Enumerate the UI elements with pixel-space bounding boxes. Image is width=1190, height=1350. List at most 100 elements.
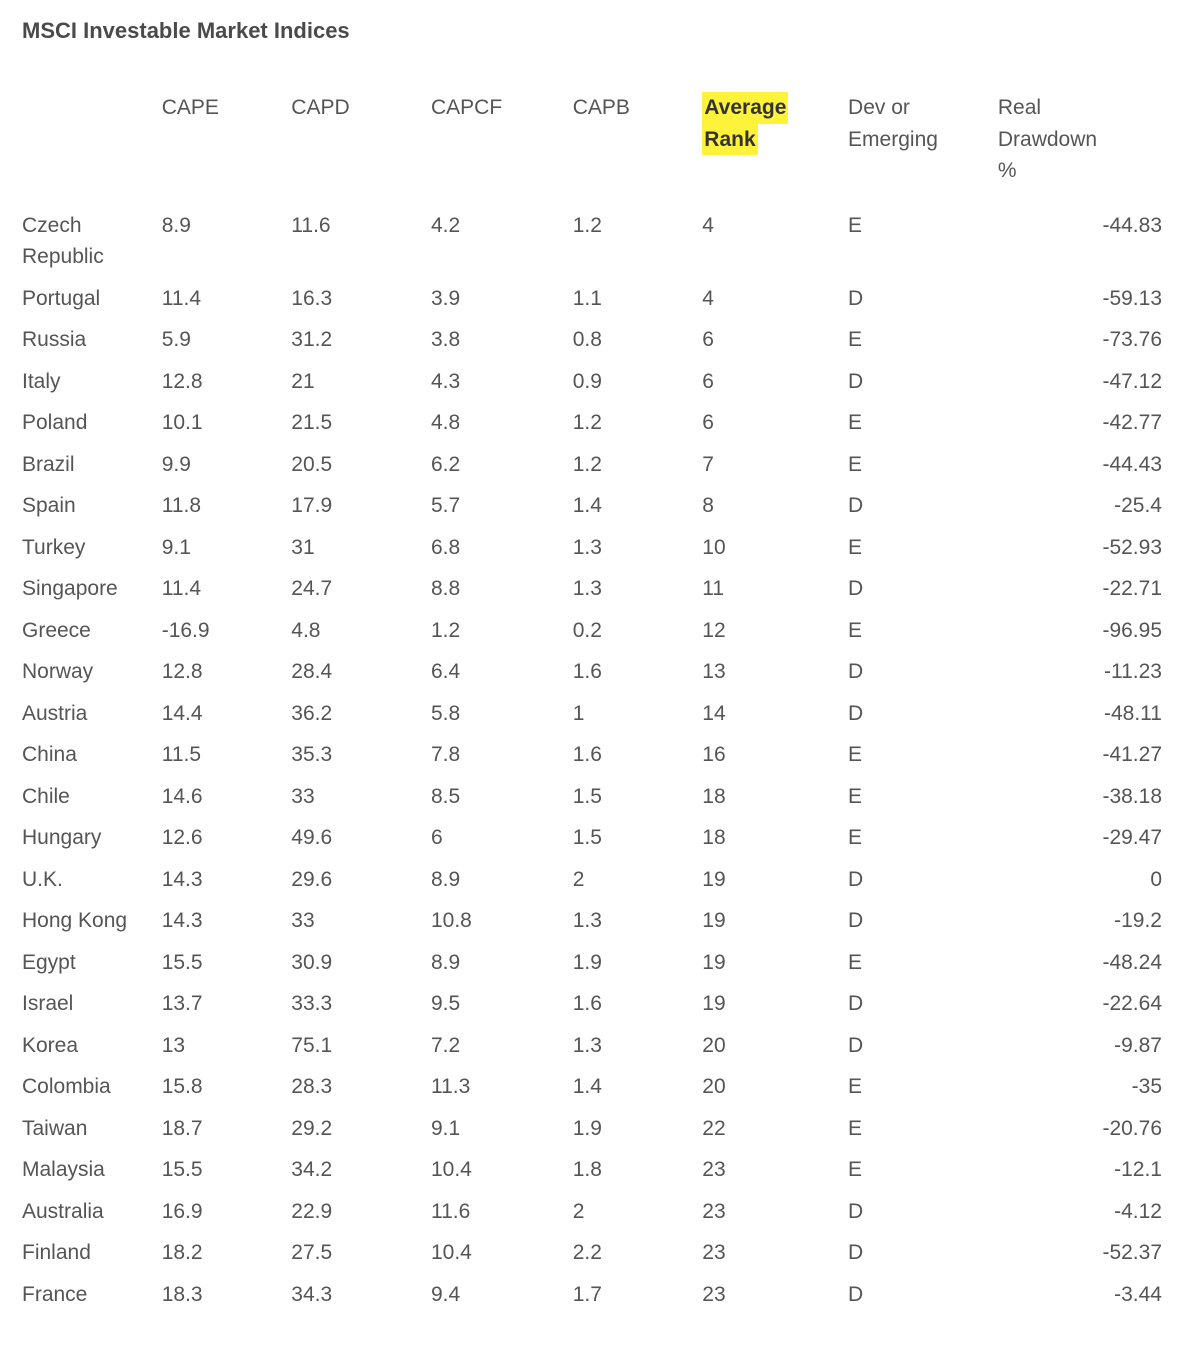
cell-drawdown: -22.64 xyxy=(998,983,1168,1025)
cell-capd: 33 xyxy=(291,900,431,942)
cell-dev-em: E xyxy=(848,444,998,486)
cell-avg-rank: 14 xyxy=(702,693,848,735)
cell-drawdown: -11.23 xyxy=(998,651,1168,693)
cell-cape: 14.4 xyxy=(162,693,292,735)
cell-cape: 11.8 xyxy=(162,485,292,527)
cell-capcf: 5.7 xyxy=(431,485,573,527)
cell-drawdown: -25.4 xyxy=(998,485,1168,527)
cell-cape: 18.3 xyxy=(162,1274,292,1316)
cell-avg-rank: 19 xyxy=(702,942,848,984)
cell-drawdown: -73.76 xyxy=(998,319,1168,361)
cell-drawdown: -47.12 xyxy=(998,361,1168,403)
cell-country: Spain xyxy=(22,485,162,527)
cell-avg-rank: 19 xyxy=(702,983,848,1025)
cell-avg-rank: 23 xyxy=(702,1191,848,1233)
cell-capb: 2 xyxy=(573,859,703,901)
cell-cape: 18.7 xyxy=(162,1108,292,1150)
cell-capd: 35.3 xyxy=(291,734,431,776)
cell-capb: 2.2 xyxy=(573,1232,703,1274)
cell-capd: 33.3 xyxy=(291,983,431,1025)
table-row: France18.334.39.41.723D-3.44 xyxy=(22,1274,1168,1316)
cell-cape: 16.9 xyxy=(162,1191,292,1233)
cell-country: Singapore xyxy=(22,568,162,610)
table-row: Russia5.931.23.80.86E-73.76 xyxy=(22,319,1168,361)
cell-dev-em: D xyxy=(848,485,998,527)
cell-capcf: 4.2 xyxy=(431,205,573,278)
cell-capd: 16.3 xyxy=(291,278,431,320)
cell-drawdown: -44.43 xyxy=(998,444,1168,486)
cell-dev-em: E xyxy=(848,1066,998,1108)
cell-capd: 28.4 xyxy=(291,651,431,693)
cell-country: Portugal xyxy=(22,278,162,320)
cell-avg-rank: 12 xyxy=(702,610,848,652)
cell-capd: 24.7 xyxy=(291,568,431,610)
table-row: Poland10.121.54.81.26E-42.77 xyxy=(22,402,1168,444)
cell-avg-rank: 13 xyxy=(702,651,848,693)
cell-cape: 9.9 xyxy=(162,444,292,486)
table-row: Finland18.227.510.42.223D-52.37 xyxy=(22,1232,1168,1274)
draw-line2: Drawdown xyxy=(998,128,1097,151)
cell-country: Malaysia xyxy=(22,1149,162,1191)
cell-capb: 1.3 xyxy=(573,568,703,610)
cell-drawdown: -12.1 xyxy=(998,1149,1168,1191)
cell-cape: 8.9 xyxy=(162,205,292,278)
cell-capb: 1.2 xyxy=(573,444,703,486)
table-row: Italy12.8214.30.96D-47.12 xyxy=(22,361,1168,403)
cell-drawdown: -29.47 xyxy=(998,817,1168,859)
cell-capcf: 8.9 xyxy=(431,942,573,984)
cell-dev-em: D xyxy=(848,859,998,901)
cell-drawdown: -19.2 xyxy=(998,900,1168,942)
cell-capb: 0.8 xyxy=(573,319,703,361)
cell-capb: 1.3 xyxy=(573,1025,703,1067)
cell-avg-rank: 22 xyxy=(702,1108,848,1150)
draw-line3: % xyxy=(998,159,1017,182)
cell-capd: 28.3 xyxy=(291,1066,431,1108)
cell-capd: 11.6 xyxy=(291,205,431,278)
cell-capcf: 7.2 xyxy=(431,1025,573,1067)
cell-dev-em: E xyxy=(848,734,998,776)
cell-capd: 33 xyxy=(291,776,431,818)
indices-table: CAPE CAPD CAPCF CAPB Average Rank Dev or… xyxy=(22,92,1168,1315)
cell-dev-em: D xyxy=(848,278,998,320)
dev-line1: Dev or xyxy=(848,96,910,119)
cell-capb: 1.9 xyxy=(573,942,703,984)
cell-country: Italy xyxy=(22,361,162,403)
cell-capd: 29.2 xyxy=(291,1108,431,1150)
cell-capb: 1.3 xyxy=(573,527,703,569)
cell-capb: 1.8 xyxy=(573,1149,703,1191)
cell-dev-em: D xyxy=(848,900,998,942)
table-row: Austria14.436.25.8114D-48.11 xyxy=(22,693,1168,735)
cell-capb: 1.7 xyxy=(573,1274,703,1316)
table-row: Turkey9.1316.81.310E-52.93 xyxy=(22,527,1168,569)
cell-capb: 1.4 xyxy=(573,485,703,527)
cell-drawdown: 0 xyxy=(998,859,1168,901)
cell-country: Hong Kong xyxy=(22,900,162,942)
cell-capb: 2 xyxy=(573,1191,703,1233)
cell-country: Norway xyxy=(22,651,162,693)
cell-capb: 1.6 xyxy=(573,983,703,1025)
cell-drawdown: -42.77 xyxy=(998,402,1168,444)
cell-capcf: 6.2 xyxy=(431,444,573,486)
cell-country: Turkey xyxy=(22,527,162,569)
cell-avg-rank: 4 xyxy=(702,205,848,278)
cell-capcf: 9.1 xyxy=(431,1108,573,1150)
cell-capb: 1 xyxy=(573,693,703,735)
cell-drawdown: -48.11 xyxy=(998,693,1168,735)
cell-cape: 15.5 xyxy=(162,1149,292,1191)
cell-avg-rank: 23 xyxy=(702,1274,848,1316)
cell-country: China xyxy=(22,734,162,776)
cell-country: Brazil xyxy=(22,444,162,486)
cell-drawdown: -20.76 xyxy=(998,1108,1168,1150)
cell-cape: 9.1 xyxy=(162,527,292,569)
cell-capb: 1.6 xyxy=(573,651,703,693)
table-row: Chile14.6338.51.518E-38.18 xyxy=(22,776,1168,818)
cell-capd: 17.9 xyxy=(291,485,431,527)
cell-dev-em: E xyxy=(848,527,998,569)
cell-country: France xyxy=(22,1274,162,1316)
cell-country: Taiwan xyxy=(22,1108,162,1150)
cell-drawdown: -52.93 xyxy=(998,527,1168,569)
cell-country: Russia xyxy=(22,319,162,361)
table-row: Israel13.733.39.51.619D-22.64 xyxy=(22,983,1168,1025)
cell-avg-rank: 6 xyxy=(702,319,848,361)
cell-capd: 75.1 xyxy=(291,1025,431,1067)
